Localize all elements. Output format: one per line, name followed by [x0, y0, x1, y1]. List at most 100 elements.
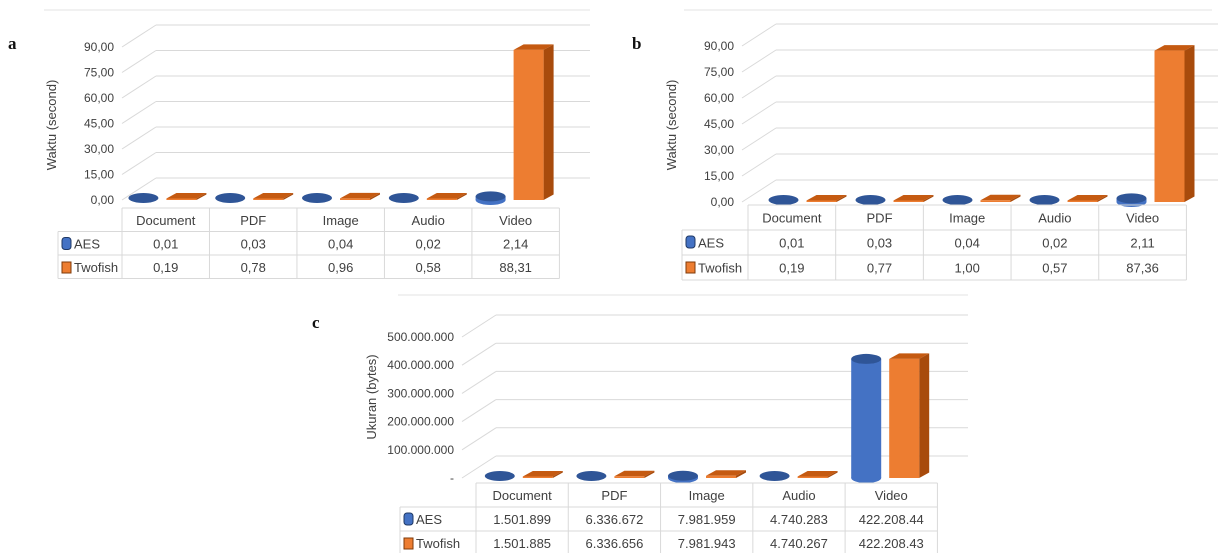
bar-aes-document	[128, 193, 159, 203]
chart-panel-b: b 0,00 15,00 30,00 45,00 60,00 75,00 90,00 Wakt…	[612, 0, 1218, 285]
table-header-cell: Document	[136, 213, 196, 228]
table-header-cell: Audio	[412, 213, 445, 228]
table-header-cell: Audio	[782, 488, 815, 503]
table-value-cell: 0,77	[867, 261, 892, 276]
chart-c: - 100.000.000 200.000.000 300.000.000 400.00…	[364, 294, 968, 553]
y-tick-label: 15,00	[704, 169, 734, 183]
y-tick-label: 300.000.000	[387, 386, 454, 400]
y-tick-label: 30,00	[704, 143, 734, 157]
bar-aes-audio	[388, 193, 419, 203]
bar-twofish-document	[522, 471, 563, 478]
legend-aes: AES	[685, 235, 724, 251]
table-header-cell: Audio	[1038, 211, 1071, 226]
table-header-cell: Image	[949, 211, 985, 226]
table-value-cell: 0,03	[867, 236, 892, 251]
y-tick-label: 90,00	[704, 39, 734, 53]
table-value-cell: 422.208.44	[859, 512, 924, 527]
gridline	[461, 314, 968, 338]
table-value-cell: 0,19	[153, 260, 178, 275]
legend-key-aes	[685, 235, 696, 249]
table-value-cell: 4.740.283	[770, 512, 828, 527]
bar-twofish-audio	[797, 471, 838, 478]
bar-aes-audio	[1029, 195, 1060, 205]
panel-label-c: c	[312, 313, 320, 332]
data-table: Document PDF Image Audio Video AES 0,01 0,03 0,0…	[57, 207, 560, 279]
table-value-cell: 0,01	[153, 236, 178, 251]
legend-key-twofish	[61, 261, 72, 274]
gridline	[741, 101, 1218, 125]
table-value-cell: 88,31	[499, 260, 532, 275]
y-tick-label: 0,00	[711, 195, 735, 209]
table-value-cell: 0,19	[779, 261, 804, 276]
data-table: Document PDF Image Audio Video AES 0,01 0,03 0,0…	[681, 204, 1187, 281]
legend-label: AES	[74, 236, 100, 251]
table-header-cell: Video	[499, 213, 532, 228]
table-value-cell: 4.740.267	[770, 536, 828, 551]
gridline	[741, 153, 1218, 177]
table-header-cell: Video	[1126, 211, 1159, 226]
table-header-cell: Video	[875, 488, 908, 503]
table-header-cell: PDF	[240, 213, 266, 228]
table-header-cell: Image	[689, 488, 725, 503]
y-tick-label: 500.000.000	[387, 330, 454, 344]
bar-twofish-image	[706, 470, 746, 478]
y-tick-label: 400.000.000	[387, 358, 454, 372]
gridline	[741, 49, 1218, 73]
table-value-cell: 1.501.885	[493, 536, 551, 551]
table-header-cell: PDF	[867, 211, 893, 226]
legend-label: AES	[416, 512, 442, 527]
y-tick-label: 0,00	[91, 193, 115, 207]
y-tick-label: 75,00	[84, 66, 114, 80]
y-tick-label: 45,00	[84, 117, 114, 131]
table-value-cell: 0,04	[328, 236, 353, 251]
chart-panel-a: a 0,00 15,00 30,00 45,00 60,00 75,00 90,00 Wakt…	[0, 0, 600, 285]
table-value-cell: 0,78	[241, 260, 266, 275]
table-value-cell: 0,96	[328, 260, 353, 275]
table-value-cell: 0,58	[416, 260, 441, 275]
legend-key-aes	[61, 237, 72, 250]
bar-aes-document	[484, 471, 515, 481]
bar-aes-image	[942, 195, 973, 205]
legend-aes: AES	[61, 236, 100, 251]
table-header-cell: PDF	[601, 488, 627, 503]
table-value-cell: 87,36	[1126, 261, 1159, 276]
chart-panel-c: c - 100.000.000 200.000.000 300.000.000 400.…	[300, 285, 980, 553]
bar-aes-pdf	[576, 471, 607, 481]
legend-label: AES	[698, 236, 724, 251]
gridline	[121, 24, 590, 48]
panel-label-a: a	[8, 34, 17, 53]
y-tick-label: -	[450, 471, 454, 485]
bar-aes-video	[851, 353, 882, 483]
bar-aes-video	[475, 191, 506, 205]
y-axis-label: Waktu (second)	[664, 80, 679, 171]
table-value-cell: 2,14	[503, 236, 528, 251]
table-header-cell: Document	[493, 488, 553, 503]
table-value-cell: 0,04	[955, 236, 980, 251]
table-value-cell: 1,00	[955, 261, 980, 276]
table-value-cell: 0,03	[241, 236, 266, 251]
table-header-cell: Image	[323, 213, 359, 228]
chart-b: 0,00 15,00 30,00 45,00 60,00 75,00 90,00 Waktu …	[664, 9, 1218, 281]
bar-aes-pdf	[215, 193, 246, 203]
table-value-cell: 0,57	[1042, 261, 1067, 276]
y-axis-label: Waktu (second)	[44, 80, 59, 171]
legend-label: Twofish	[416, 536, 460, 551]
y-tick-label: 45,00	[704, 117, 734, 131]
bar-twofish-image	[340, 192, 380, 200]
y-tick-label: 75,00	[704, 65, 734, 79]
legend-aes: AES	[403, 512, 442, 527]
bar-twofish-video	[889, 353, 930, 478]
table-value-cell: 422.208.43	[859, 536, 924, 551]
bar-twofish-audio	[426, 193, 467, 200]
table-value-cell: 7.981.959	[678, 512, 736, 527]
legend-label: Twofish	[74, 260, 118, 275]
table-value-cell: 7.981.943	[678, 536, 736, 551]
table-value-cell: 6.336.672	[585, 512, 643, 527]
bar-twofish-video	[513, 44, 554, 200]
bar-twofish-image	[980, 194, 1021, 202]
table-value-cell: 2,11	[1130, 236, 1154, 251]
gridline	[741, 75, 1218, 99]
bar-twofish-audio	[1067, 195, 1108, 202]
bar-twofish-document	[166, 193, 207, 200]
y-tick-label: 60,00	[704, 91, 734, 105]
